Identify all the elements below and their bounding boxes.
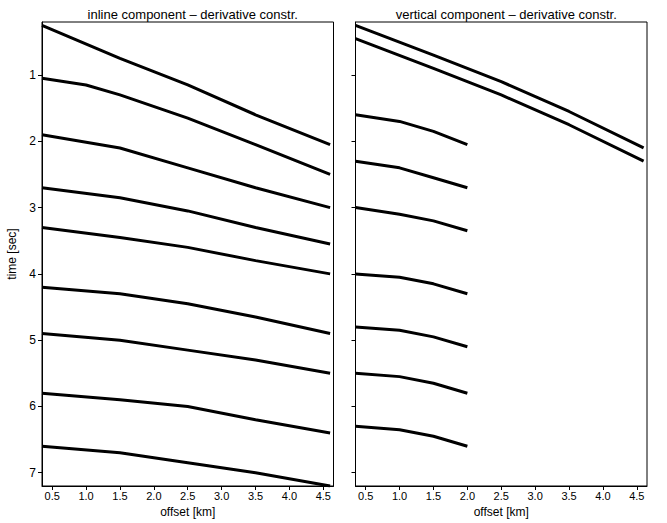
svg-text:4.0: 4.0 [282, 490, 297, 502]
svg-text:4.0: 4.0 [595, 490, 610, 502]
svg-text:inline component – derivative: inline component – derivative constr. [88, 7, 298, 22]
svg-text:time [sec]: time [sec] [5, 228, 19, 279]
svg-text:0.5: 0.5 [358, 490, 373, 502]
svg-text:7: 7 [29, 466, 36, 480]
svg-text:offset [km]: offset [km] [474, 505, 529, 519]
svg-text:offset [km]: offset [km] [160, 505, 215, 519]
svg-text:3.0: 3.0 [214, 490, 229, 502]
svg-text:2.5: 2.5 [180, 490, 195, 502]
svg-text:4.5: 4.5 [629, 490, 644, 502]
svg-text:3.5: 3.5 [248, 490, 263, 502]
svg-text:4: 4 [29, 267, 36, 281]
svg-text:2.0: 2.0 [460, 490, 475, 502]
svg-text:0.5: 0.5 [45, 490, 60, 502]
svg-text:2: 2 [29, 134, 36, 148]
svg-text:4.5: 4.5 [316, 490, 331, 502]
svg-text:1.5: 1.5 [426, 490, 441, 502]
svg-text:1: 1 [29, 68, 36, 82]
svg-text:6: 6 [29, 399, 36, 413]
svg-text:3.5: 3.5 [561, 490, 576, 502]
svg-text:2.0: 2.0 [146, 490, 161, 502]
svg-text:3: 3 [29, 201, 36, 215]
svg-text:1.0: 1.0 [78, 490, 93, 502]
svg-text:2.5: 2.5 [494, 490, 509, 502]
svg-text:vertical component – derivativ: vertical component – derivative constr. [396, 7, 617, 22]
svg-text:1.0: 1.0 [392, 490, 407, 502]
svg-text:1.5: 1.5 [112, 490, 127, 502]
svg-text:3.0: 3.0 [527, 490, 542, 502]
svg-text:5: 5 [29, 333, 36, 347]
